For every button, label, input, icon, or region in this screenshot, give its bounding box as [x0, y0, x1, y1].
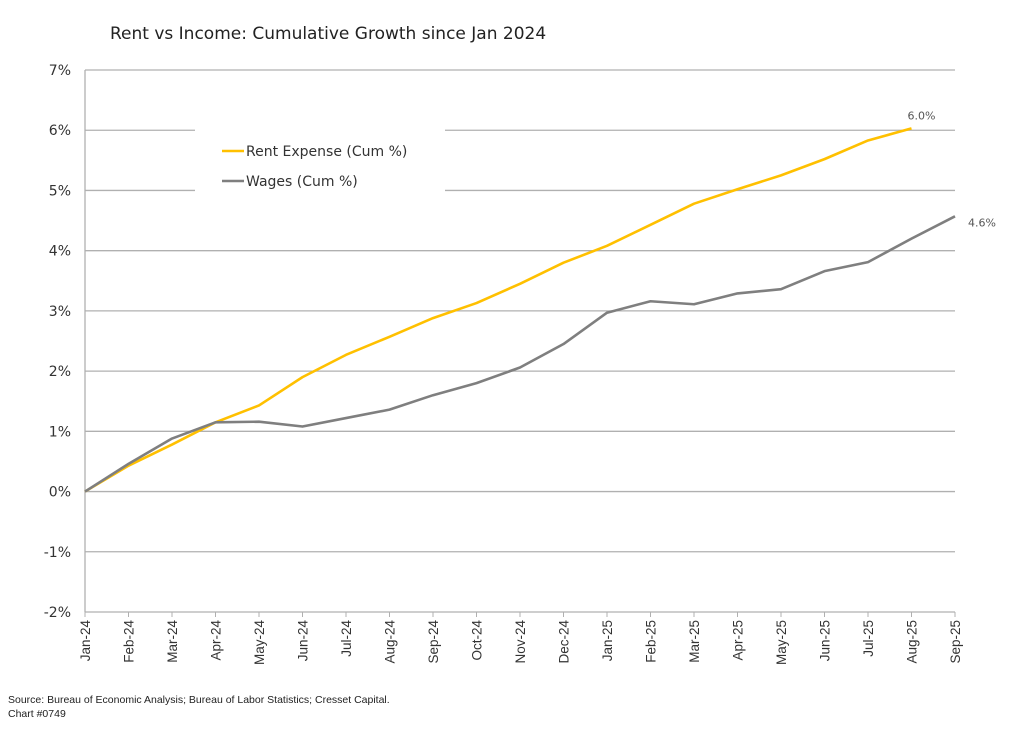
- y-tick-label: 5%: [49, 183, 71, 199]
- x-tick-label: Jan-24: [78, 620, 93, 662]
- source-note: Source: Bureau of Economic Analysis; Bur…: [8, 694, 390, 706]
- end-label: 4.6%: [968, 216, 996, 229]
- y-tick-label: -1%: [44, 545, 71, 561]
- x-tick-label: Sep-24: [426, 620, 441, 664]
- series-line-rent: [84, 127, 912, 493]
- legend-box: [195, 128, 445, 196]
- series-line-wages: [84, 215, 956, 493]
- legend-label: Wages (Cum %): [246, 174, 358, 190]
- x-tick-label: May-24: [252, 620, 267, 666]
- y-tick-label: 1%: [49, 424, 71, 440]
- y-tick-label: 4%: [49, 244, 71, 260]
- x-tick-label: Jan-25: [600, 620, 615, 661]
- x-tick-label: Mar-25: [687, 620, 702, 663]
- x-tick-label: Feb-25: [644, 620, 659, 663]
- x-tick-label: Dec-24: [557, 620, 572, 664]
- y-tick-label: 2%: [49, 364, 71, 380]
- x-tick-label: Aug-24: [383, 620, 398, 664]
- x-tick-label: Jul-25: [861, 620, 876, 657]
- x-tick-label: May-25: [774, 620, 789, 665]
- end-label: 6.0%: [908, 109, 936, 122]
- chart-id: Chart #0749: [8, 708, 66, 720]
- x-tick-label: Mar-24: [165, 620, 180, 663]
- x-tick-label: Jul-24: [339, 620, 354, 657]
- y-tick-label: 7%: [49, 63, 71, 79]
- y-tick-label: 0%: [49, 485, 71, 501]
- y-tick-label: 3%: [49, 304, 71, 320]
- x-tick-label: Sep-25: [948, 620, 963, 664]
- x-tick-label: Jun-25: [818, 620, 833, 661]
- x-tick-label: Nov-24: [513, 620, 528, 664]
- x-tick-label: Apr-25: [731, 620, 746, 661]
- x-tick-label: Feb-24: [122, 620, 137, 663]
- y-tick-label: 6%: [49, 123, 71, 139]
- x-tick-label: Jun-24: [296, 620, 311, 662]
- legend-label: Rent Expense (Cum %): [246, 144, 407, 160]
- chart-title: Rent vs Income: Cumulative Growth since …: [110, 24, 547, 44]
- x-tick-label: Aug-25: [905, 620, 920, 664]
- y-tick-label: -2%: [44, 605, 71, 621]
- x-tick-label: Oct-24: [470, 620, 485, 661]
- x-tick-label: Apr-24: [209, 620, 224, 661]
